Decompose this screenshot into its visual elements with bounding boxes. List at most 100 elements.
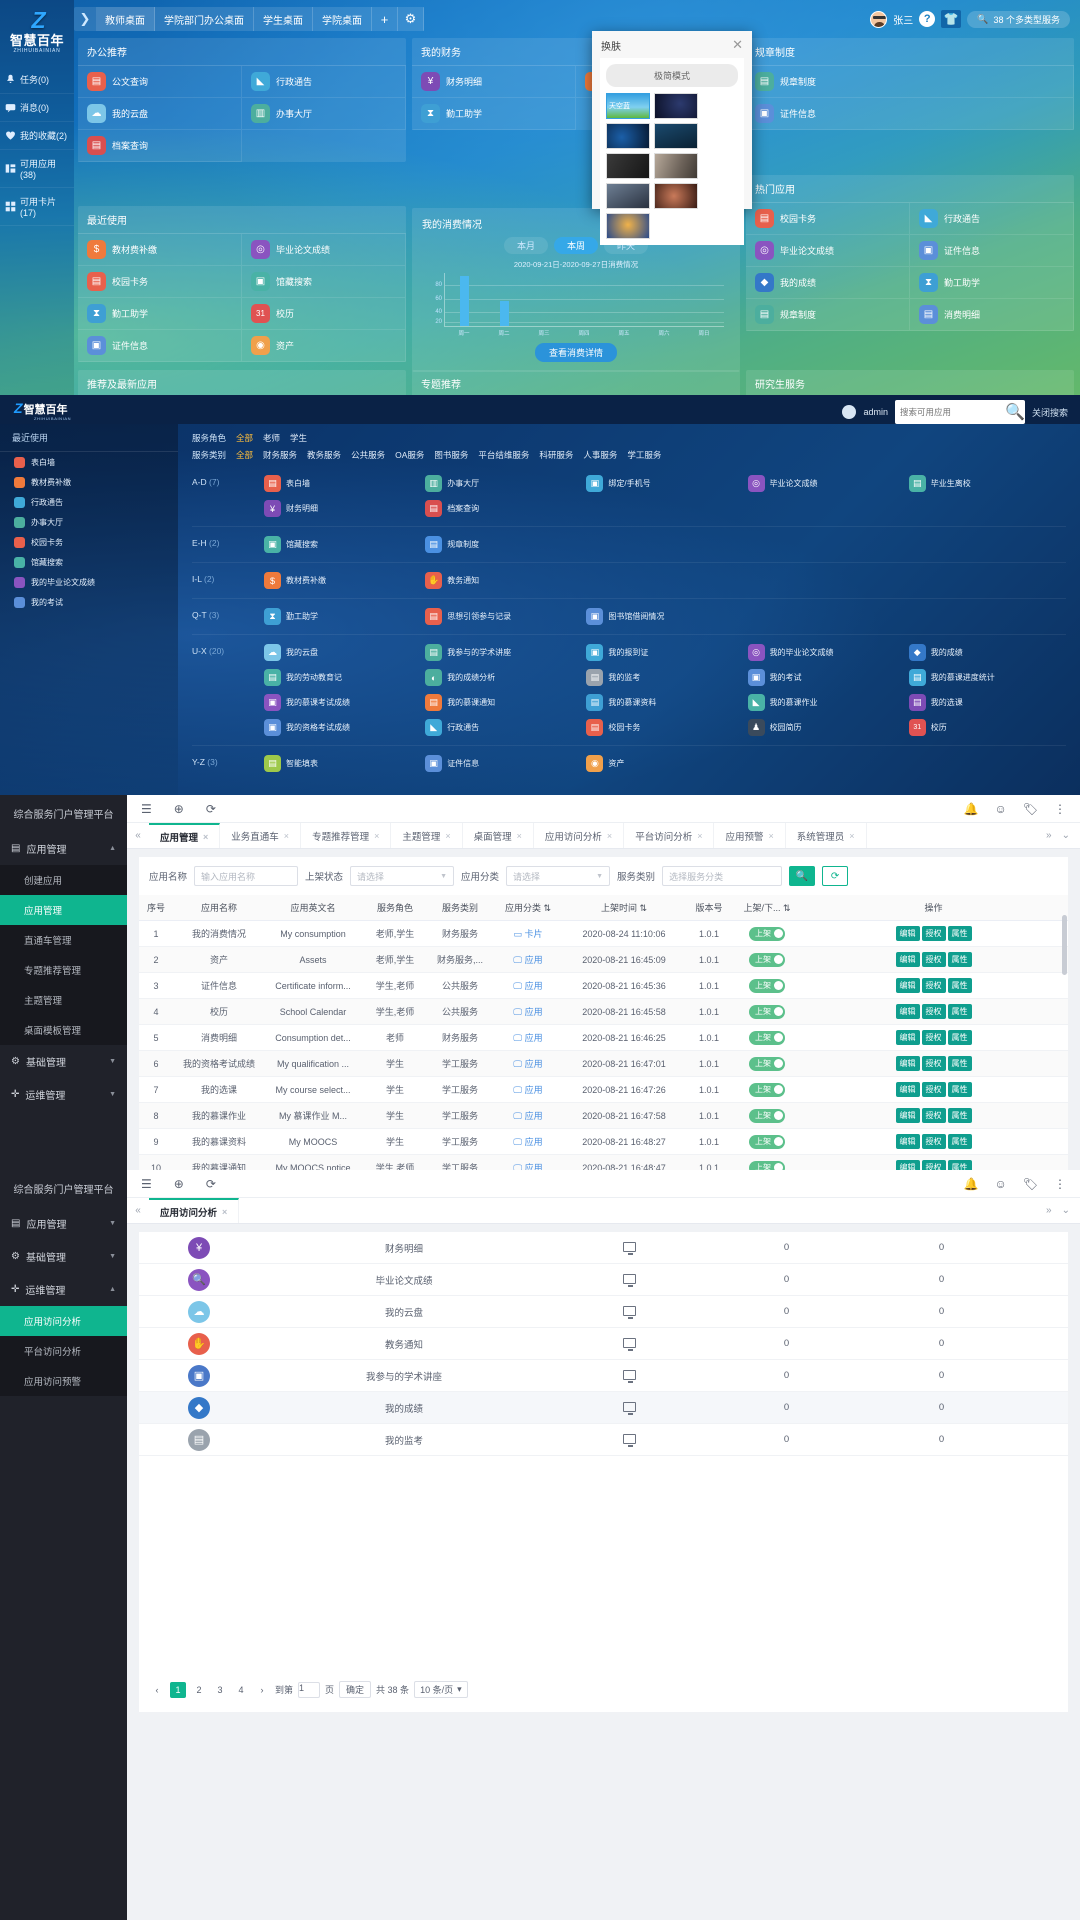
analysis-row[interactable]: ▣ 我参与的学术讲座 0 0: [139, 1360, 1068, 1392]
cell-operations[interactable]: 编辑 授权 属性: [799, 946, 1068, 973]
cell-app-category[interactable]: 🖵 应用: [491, 1050, 565, 1077]
simple-mode-button[interactable]: 极简模式: [606, 64, 738, 87]
publish-toggle[interactable]: 上架: [749, 952, 785, 967]
tab-app-alert[interactable]: 应用预警 ×: [714, 823, 786, 848]
action-button[interactable]: 属性: [947, 1160, 972, 1170]
filter-option[interactable]: 财务服务: [263, 450, 298, 460]
category-link[interactable]: 🖵 应用: [513, 1007, 543, 1017]
filter-option[interactable]: 学生: [290, 433, 308, 443]
close-icon[interactable]: ×: [606, 830, 613, 841]
tab-business-express[interactable]: 业务直通车 ×: [220, 823, 302, 848]
more-icon[interactable]: ⋮: [1054, 1176, 1066, 1191]
cell-publish-state[interactable]: 上架: [735, 946, 799, 973]
store-app[interactable]: ◉ 资产: [582, 751, 743, 776]
segment-this-month[interactable]: 本月: [503, 237, 548, 254]
category-link[interactable]: 🖵 应用: [513, 1085, 543, 1095]
close-icon[interactable]: ×: [849, 830, 855, 841]
sidebar-item-available-cards[interactable]: 可用卡片(17): [0, 188, 74, 227]
cell-app-category[interactable]: 🖵 应用: [491, 1076, 565, 1103]
action-button[interactable]: 编辑: [895, 1082, 920, 1097]
filter-option[interactable]: 学工服务: [627, 450, 662, 460]
filter-option[interactable]: 教务服务: [307, 450, 342, 460]
category-link[interactable]: 🖵 应用: [513, 1033, 543, 1043]
bell-icon[interactable]: 🔔: [963, 1176, 979, 1191]
sidebar-item-app-access-alert[interactable]: 应用访问预警: [24, 1377, 82, 1388]
app-tile[interactable]: ◆ 我的成绩: [746, 267, 910, 299]
publish-toggle[interactable]: 上架: [749, 1082, 785, 1097]
menu-group-basic-management[interactable]: ⚙ 基础管理 ▼: [0, 1240, 127, 1273]
cell-operations[interactable]: 编辑 授权 属性: [799, 1024, 1068, 1051]
sidebar-item-tasks[interactable]: 任务(0): [0, 66, 74, 95]
table-row[interactable]: 2 资产 Assets 老师,学生 财务服务,... 🖵 应用 2020-08-21 16:…: [139, 946, 1068, 973]
sidebar-item-app-access-analysis[interactable]: 应用访问分析: [0, 1306, 127, 1336]
store-app[interactable]: ▣ 绑定/手机号: [582, 471, 743, 496]
gear-icon[interactable]: ⚙: [398, 7, 424, 31]
action-button[interactable]: 编辑: [895, 978, 920, 993]
view-consumption-detail-button[interactable]: 查看消费详情: [534, 343, 617, 362]
action-button[interactable]: 属性: [947, 926, 972, 941]
chevron-right-icon[interactable]: ❯: [79, 11, 91, 26]
publish-toggle[interactable]: 上架: [749, 1030, 785, 1045]
list-item[interactable]: 校园卡务: [0, 532, 178, 552]
store-app[interactable]: ◣ 行政通告: [421, 715, 582, 740]
tab-student-desktop[interactable]: 学生桌面: [254, 7, 313, 31]
tab-platform-access-analysis[interactable]: 平台访问分析 ×: [624, 823, 715, 848]
page-3-button[interactable]: 3: [217, 1684, 223, 1695]
store-app[interactable]: ◎ 我的毕业论文成绩: [744, 640, 905, 665]
cell-publish-state[interactable]: 上架: [735, 920, 799, 947]
app-tile[interactable]: ◎ 毕业论文成绩: [242, 234, 406, 266]
search-button[interactable]: 🔍: [789, 866, 816, 886]
analysis-row[interactable]: 🔍 毕业论文成绩 0 0: [139, 1264, 1068, 1296]
table-row[interactable]: 6 我的资格考试成绩 My qualification ... 学生 学工服务 🖵 应用 2…: [139, 1050, 1068, 1077]
store-app[interactable]: ▣ 馆藏搜索: [260, 532, 421, 557]
tag-icon[interactable]: 🏷: [1022, 1176, 1038, 1191]
status-select[interactable]: 请选择 ▼: [350, 866, 455, 886]
action-button[interactable]: 编辑: [895, 1108, 920, 1123]
analysis-row[interactable]: ✋ 教务通知 0 0: [139, 1328, 1068, 1360]
action-button[interactable]: 编辑: [895, 1030, 920, 1045]
app-tile[interactable]: ▤ 档案查询: [78, 130, 242, 162]
skin-icon[interactable]: 👕: [941, 10, 962, 28]
filter-option[interactable]: 公共服务: [351, 450, 386, 460]
cell-operations[interactable]: 编辑 授权 属性: [799, 1154, 1068, 1170]
tab-college-office-desktop[interactable]: 学院部门办公桌面: [155, 7, 254, 31]
col-app-category[interactable]: 应用分类 ⇅: [491, 895, 565, 921]
cell-operations[interactable]: 编辑 授权 属性: [799, 998, 1068, 1025]
skin-swatch[interactable]: [606, 183, 650, 209]
store-app[interactable]: ▣ 我的考试: [744, 665, 905, 690]
menu-group-ops-management[interactable]: ✛ 运维管理 ▼: [0, 1078, 127, 1111]
publish-toggle[interactable]: 上架: [749, 1134, 785, 1149]
page-2-button[interactable]: 2: [196, 1684, 202, 1695]
app-tile[interactable]: ◣ 行政通告: [242, 66, 406, 98]
goto-input[interactable]: 1: [298, 1681, 321, 1698]
filter-option[interactable]: 老师: [263, 433, 281, 443]
tab-college-desktop[interactable]: 学院桌面: [313, 7, 372, 31]
app-tile[interactable]: 31 校历: [242, 298, 406, 330]
action-button[interactable]: 编辑: [895, 1134, 920, 1149]
tab-app-access-analysis[interactable]: 应用访问分析 ×: [534, 823, 625, 848]
close-icon[interactable]: ×: [374, 830, 380, 841]
store-app[interactable]: ▤ 毕业生离校: [905, 471, 1066, 496]
action-button[interactable]: 编辑: [895, 1056, 920, 1071]
table-row[interactable]: 7 我的选课 My course select... 学生 学工服务 🖵 应用 2020-0…: [139, 1076, 1068, 1103]
store-app[interactable]: ▥ 办事大厅: [421, 471, 582, 496]
cell-app-category[interactable]: 🖵 应用: [491, 972, 565, 999]
cell-app-category[interactable]: 🖵 应用: [491, 1128, 565, 1155]
sidebar-item-platform-access-analysis[interactable]: 平台访问分析: [24, 1347, 82, 1358]
store-app[interactable]: 31 校历: [905, 715, 1066, 740]
app-tile[interactable]: ▤ 消费明细: [910, 299, 1074, 331]
action-button[interactable]: 属性: [947, 1082, 972, 1097]
cell-operations[interactable]: 编辑 授权 属性: [799, 972, 1068, 999]
action-button[interactable]: 编辑: [895, 1160, 920, 1170]
store-app[interactable]: ▣ 我的资格考试成绩: [260, 715, 421, 740]
cell-app-category[interactable]: 🖵 应用: [491, 1102, 565, 1129]
list-item[interactable]: 馆藏搜索: [0, 552, 178, 572]
action-button[interactable]: 授权: [921, 1108, 946, 1123]
skin-swatch[interactable]: [654, 153, 698, 179]
action-button[interactable]: 授权: [921, 1134, 946, 1149]
close-icon[interactable]: ✕: [732, 37, 743, 52]
action-button[interactable]: 授权: [921, 1082, 946, 1097]
action-button[interactable]: 属性: [947, 952, 972, 967]
filter-option[interactable]: 全部: [236, 433, 254, 443]
skin-swatch-selected[interactable]: 天空蓝: [606, 93, 650, 119]
